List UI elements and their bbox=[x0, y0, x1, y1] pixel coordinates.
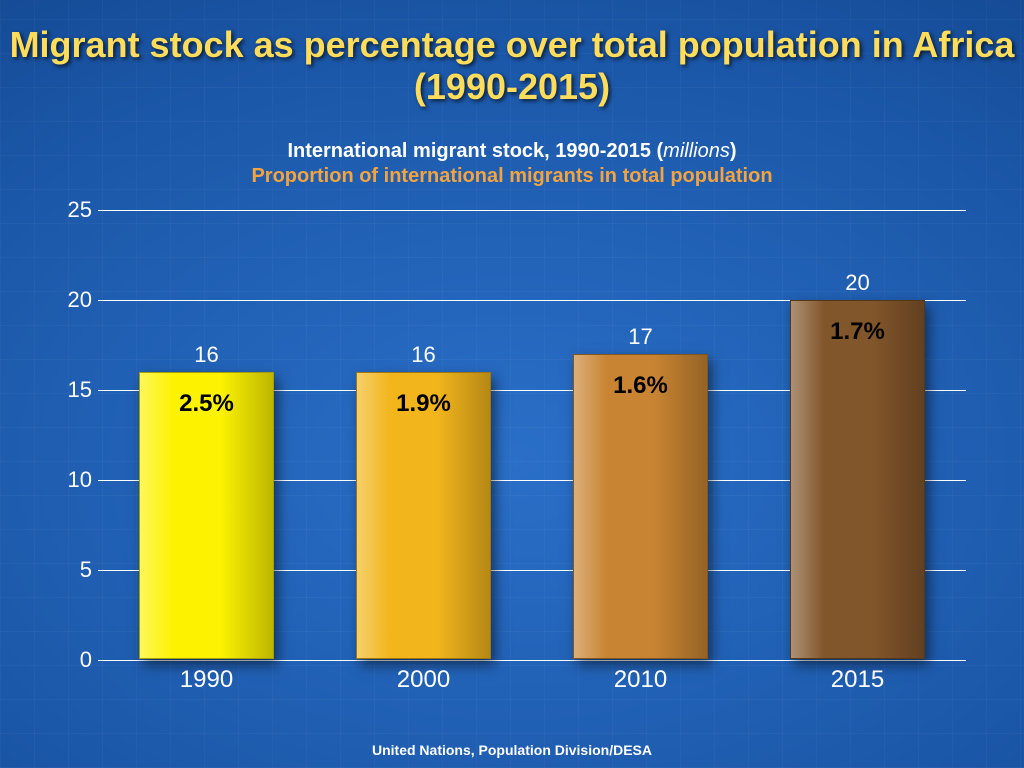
bar-2015 bbox=[790, 300, 925, 659]
source-attribution: United Nations, Population Division/DESA bbox=[0, 742, 1024, 758]
subtitle1-italic: millions bbox=[663, 140, 730, 162]
x-tick-label: 2015 bbox=[758, 666, 958, 694]
subtitle-millions: International migrant stock, 1990-2015 (… bbox=[0, 140, 1024, 163]
subtitle1-prefix: International migrant stock, 1990-2015 ( bbox=[287, 140, 663, 162]
subtitle1-suffix: ) bbox=[730, 140, 737, 162]
chart-title: Migrant stock as percentage over total p… bbox=[0, 24, 1024, 108]
bar-value-label: 20 bbox=[758, 270, 958, 296]
y-tick-label: 10 bbox=[58, 467, 92, 493]
x-tick-label: 1990 bbox=[107, 666, 307, 694]
bar-inner-label: 2.5% bbox=[107, 390, 307, 418]
bar-value-label: 16 bbox=[324, 342, 524, 368]
x-axis: 1990 2000 2010 2015 bbox=[98, 660, 966, 700]
x-tick-label: 2010 bbox=[541, 666, 741, 694]
gridline bbox=[98, 210, 966, 211]
subtitle-proportion: Proportion of international migrants in … bbox=[0, 165, 1024, 188]
bar-inner-label: 1.7% bbox=[758, 318, 958, 346]
bar-inner-label: 1.6% bbox=[541, 372, 741, 400]
x-tick-label: 2000 bbox=[324, 666, 524, 694]
y-tick-label: 20 bbox=[58, 287, 92, 313]
bar-value-label: 16 bbox=[107, 342, 307, 368]
y-tick-label: 15 bbox=[58, 377, 92, 403]
y-tick-label: 5 bbox=[58, 557, 92, 583]
bar-inner-label: 1.9% bbox=[324, 390, 524, 418]
plot-area: 0510152025162.5%161.9%171.6%201.7% bbox=[98, 210, 966, 660]
chart: 0510152025162.5%161.9%171.6%201.7% 19902… bbox=[58, 210, 966, 700]
y-tick-label: 25 bbox=[58, 197, 92, 223]
y-tick-label: 0 bbox=[58, 647, 92, 673]
subtitle-block: International migrant stock, 1990-2015 (… bbox=[0, 140, 1024, 188]
bar-value-label: 17 bbox=[541, 324, 741, 350]
